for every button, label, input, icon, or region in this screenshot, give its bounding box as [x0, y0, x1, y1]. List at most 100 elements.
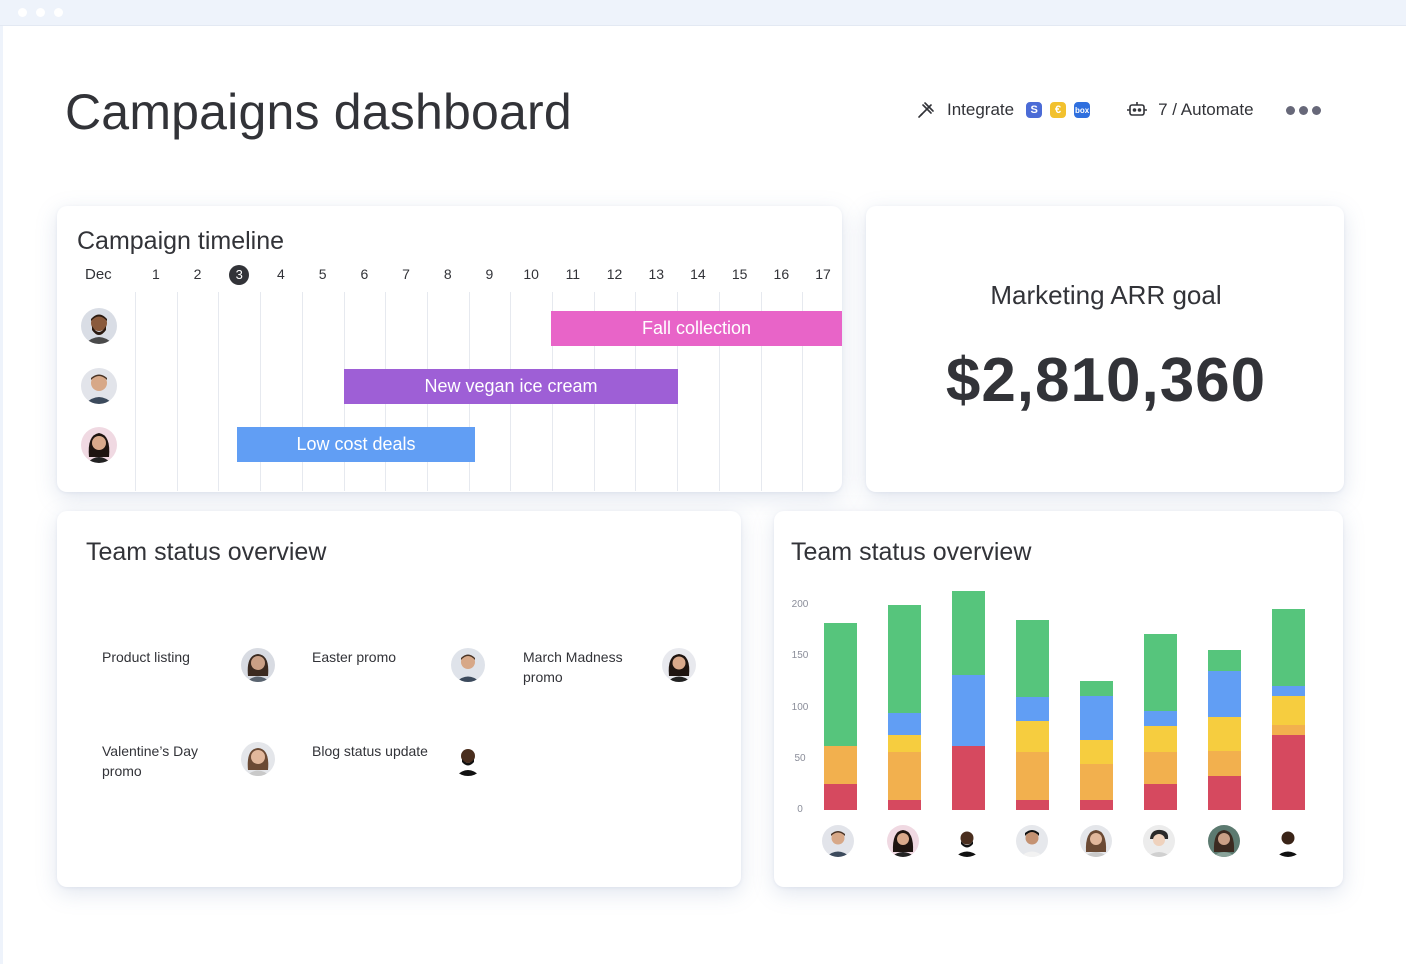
arr-goal-value: $2,810,360 [945, 346, 1267, 415]
avatar[interactable] [81, 427, 117, 463]
timeline-day-label: 17 [815, 266, 831, 282]
timeline-bar[interactable]: Low cost deals [237, 427, 475, 462]
chart-bar-segment[interactable] [1080, 680, 1113, 697]
kanban-card[interactable]: Product listing [94, 635, 281, 719]
kanban-card-title: Product listing [102, 649, 190, 665]
chart-bar-segment[interactable] [952, 746, 985, 810]
timeline-bar[interactable]: New vegan ice cream [344, 369, 678, 404]
integration-badges: S € box [1020, 100, 1093, 120]
kanban-add-button[interactable]: + Add [305, 824, 343, 840]
window-maximize-dot[interactable] [54, 8, 63, 17]
avatar [241, 742, 275, 776]
arr-goal-card [866, 206, 1344, 492]
timeline-day-label: 1 [151, 266, 160, 282]
timeline-gridline [176, 292, 178, 491]
timeline-day-label: 12 [606, 266, 623, 282]
timeline-day-label: 14 [690, 266, 706, 282]
chart-bar-segment[interactable] [1016, 799, 1049, 810]
chart-bar-segment[interactable] [1144, 710, 1177, 726]
chart-bar-segment[interactable] [1144, 784, 1177, 810]
timeline-gridline [301, 292, 303, 491]
chart-bar-segment[interactable] [1144, 751, 1177, 785]
kanban-card-title: March Madness promo [523, 649, 623, 685]
avatar[interactable] [1143, 825, 1175, 857]
window-frame [0, 26, 3, 964]
chart-bar-segment[interactable] [824, 746, 857, 785]
avatar[interactable] [822, 825, 854, 857]
timeline-day-label: 6 [360, 266, 369, 282]
kanban-title: Team status overview [86, 538, 327, 566]
automate-button[interactable]: 7 / Automate [1158, 100, 1254, 119]
chart-bar-segment[interactable] [1080, 763, 1113, 800]
chart-bar-segment[interactable] [1144, 633, 1177, 711]
chart-bar-segment[interactable] [888, 799, 921, 810]
avatar[interactable] [1272, 825, 1304, 857]
avatar[interactable] [81, 368, 117, 404]
avatar[interactable] [951, 825, 983, 857]
box-integration-icon[interactable]: box [1072, 100, 1093, 120]
chart-bar-segment[interactable] [1208, 750, 1241, 777]
window-minimize-dot[interactable] [36, 8, 45, 17]
plug-icon[interactable] [915, 99, 937, 121]
chart-bar-segment[interactable] [1080, 740, 1113, 764]
more-options-icon[interactable] [1285, 105, 1325, 115]
avatar[interactable] [81, 308, 117, 344]
kanban-add-label: Add [528, 731, 554, 747]
avatar[interactable] [1208, 825, 1240, 857]
chart-bar-segment[interactable] [1144, 725, 1177, 752]
kanban-card-title: Valentine’s Day promo [102, 743, 198, 779]
kanban-card[interactable]: Easter promo [304, 635, 491, 719]
chart-y-tick-label: 50 [794, 752, 806, 764]
chart-bar-segment[interactable] [1272, 685, 1305, 697]
chart-bar-segment[interactable] [1016, 697, 1049, 721]
kanban-column-done: Done / 2 Easter promo Blog status update… [296, 595, 499, 847]
page-title: Campaigns dashboard [65, 84, 572, 140]
s-integration-icon[interactable]: S [1024, 100, 1045, 120]
chart-bar-segment[interactable] [1208, 776, 1241, 810]
avatar[interactable] [1016, 825, 1048, 857]
kanban-add-button[interactable]: + Add [516, 731, 554, 747]
chart-bar-segment[interactable] [1208, 716, 1241, 751]
window-close-dot[interactable] [18, 8, 27, 17]
chart-bar-segment[interactable] [952, 590, 985, 675]
chart-bar-segment[interactable] [1016, 720, 1049, 752]
kanban-card[interactable]: March Madness promo [515, 635, 702, 719]
chart-bar-segment[interactable] [824, 784, 857, 810]
window-titlebar [0, 0, 1406, 26]
timeline-day-label: 15 [731, 266, 748, 282]
kanban-add-button[interactable]: + Add [95, 824, 133, 840]
avatar[interactable] [1080, 825, 1112, 857]
kanban-card[interactable]: Blog status update [304, 729, 491, 813]
chart-bar-segment[interactable] [1016, 751, 1049, 800]
chart-bar-segment[interactable] [888, 605, 921, 713]
avatar[interactable] [887, 825, 919, 857]
chart-bar-segment[interactable] [1272, 724, 1305, 736]
chart-bar-segment[interactable] [1272, 735, 1305, 810]
mailchimp-integration-icon[interactable]: € [1048, 100, 1069, 120]
chart-bar-segment[interactable] [888, 751, 921, 800]
chart-bar-segment[interactable] [888, 712, 921, 736]
kanban-card[interactable]: Valentine’s Day promo [94, 729, 281, 813]
timeline-day-label: 16 [773, 266, 790, 282]
chart-bar-segment[interactable] [1016, 620, 1049, 698]
chart-y-tick-label: 100 [791, 701, 809, 713]
timeline-bar[interactable]: Fall collection [551, 311, 842, 346]
chart-bar-segment[interactable] [1208, 670, 1241, 717]
chart-bar-segment[interactable] [888, 735, 921, 752]
avatar [241, 648, 275, 682]
chart-bar-segment[interactable] [1272, 696, 1305, 725]
chart-bar-segment[interactable] [1272, 609, 1305, 686]
kanban-card-title: Blog status update [312, 743, 428, 759]
chart-y-tick-label: 200 [791, 599, 809, 610]
kanban-card-title: Easter promo [312, 649, 397, 665]
integrate-button[interactable]: Integrate [947, 100, 1015, 119]
chart-bar-segment[interactable] [1080, 799, 1113, 810]
timeline-month: Dec [85, 266, 112, 283]
header-actions: Integrate S € box 7 / Automate [915, 94, 1325, 126]
timeline-gridline [802, 292, 804, 491]
chart-bar-segment[interactable] [1080, 696, 1113, 741]
chart-bar-segment[interactable] [952, 674, 985, 747]
robot-icon[interactable] [1126, 99, 1148, 121]
chart-bar-segment[interactable] [824, 623, 857, 747]
chart-bar-segment[interactable] [1208, 650, 1241, 671]
